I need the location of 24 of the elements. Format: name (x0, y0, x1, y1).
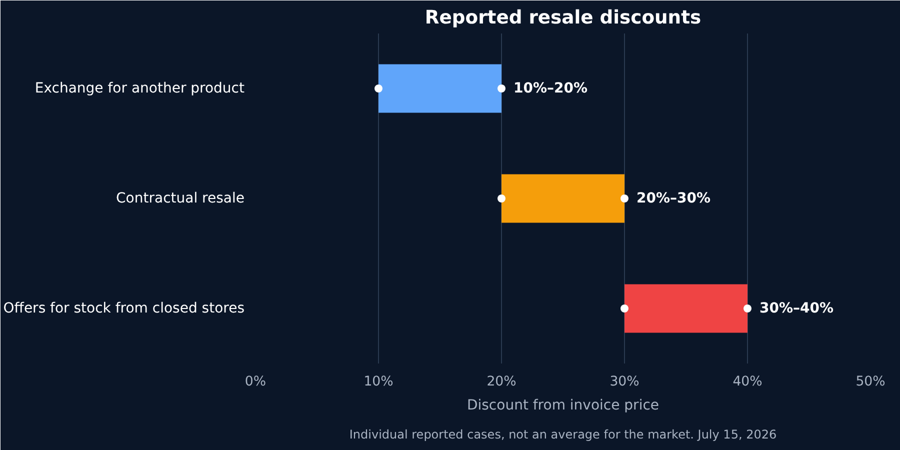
point (744, 304, 752, 312)
bar (624, 284, 748, 333)
bar (502, 174, 624, 223)
y-tick-label: Offers for stock from closed stores (3, 300, 245, 316)
x-tick-label: 40% (732, 374, 762, 390)
point (620, 194, 628, 202)
y-tick-label: Contractual resale (116, 190, 245, 206)
x-tick-label: 30% (610, 374, 640, 390)
point (374, 84, 382, 92)
x-tick-label: 0% (244, 374, 266, 390)
y-tick-label: Exchange for another product (34, 80, 246, 96)
chart-title: Reported resale discounts (424, 8, 702, 28)
annotation: 20%–30% (636, 190, 711, 206)
point (620, 304, 628, 312)
annotation: 30%–40% (760, 300, 834, 316)
point (498, 194, 506, 202)
x-tick-label: 20% (486, 374, 516, 390)
x-axis-title: Discount from invoice price (466, 398, 660, 414)
annotation: 10%–20% (514, 80, 588, 96)
point (498, 84, 506, 92)
text: Individual reported cases, not an average for the market. July 15, 2026 (349, 428, 777, 442)
x-tick-label: 50% (856, 374, 886, 390)
bar (378, 64, 502, 113)
x-tick-label: 10% (364, 374, 394, 390)
